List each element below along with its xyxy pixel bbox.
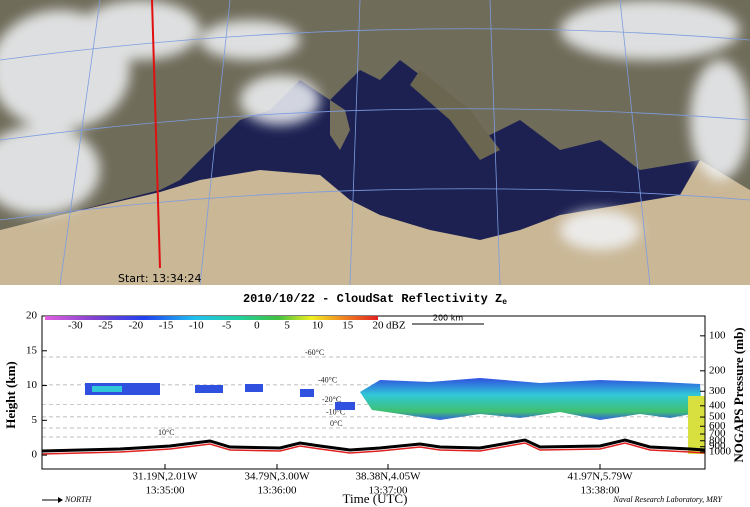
colorbar-tick-label: 15 xyxy=(342,320,354,332)
chart-title: 2010/10/22 - CloudSat Reflectivity Ze xyxy=(243,292,507,307)
surface-echo xyxy=(41,442,706,455)
colorbar-tick-label: -15 xyxy=(159,320,174,332)
africa xyxy=(0,160,750,285)
x-axis-label: Time (UTC) xyxy=(343,491,408,506)
y2-tick-label: 800 xyxy=(709,434,726,446)
echoes xyxy=(41,378,706,455)
echo-main xyxy=(360,378,702,420)
clouds xyxy=(0,0,750,250)
y-axis-label: Height (km) xyxy=(3,361,18,429)
isotherm-label: -20°C xyxy=(322,395,341,404)
y2-tick-label: 100 xyxy=(709,329,726,341)
x-tick-time: 13:36:00 xyxy=(257,485,297,497)
echo-cell xyxy=(335,402,355,410)
start-label: Start: 13:34:24 xyxy=(118,272,201,285)
colorbar-tick-label: 5 xyxy=(284,320,290,332)
colorbar-tick-label: -30 xyxy=(68,320,83,332)
island xyxy=(330,100,350,150)
colorbar-tick-label: 20 xyxy=(373,320,385,332)
x-tick-location: 34.79N,3.00W xyxy=(244,471,310,483)
isotherm-label: 10°C xyxy=(158,428,175,437)
y2-tick-label: 400 xyxy=(709,399,726,411)
isotherm-label: -40°C xyxy=(318,376,337,385)
y-tick-label: 5 xyxy=(32,414,38,426)
x-tick-location: 31.19N,2.01W xyxy=(132,471,198,483)
plot: -60°C-40°C-20°C-10°C0°C10°C0510152010020… xyxy=(26,310,732,497)
colorbar-tick-label: -5 xyxy=(222,320,232,332)
y2-tick-label: 500 xyxy=(709,411,726,423)
colorbar-unit: dBZ xyxy=(386,320,406,332)
y2-tick-label: 1000 xyxy=(709,446,732,458)
direction-label: NORTH xyxy=(64,495,92,504)
europe xyxy=(0,0,750,230)
echo-cell xyxy=(245,384,263,392)
y2-tick-label: 700 xyxy=(709,428,726,440)
x-tick-time: 13:37:00 xyxy=(368,485,408,497)
y-tick-label: 15 xyxy=(26,344,38,356)
y2-tick-label: 300 xyxy=(709,385,726,397)
y2-tick-label: 900 xyxy=(709,440,726,452)
x-tick-location: 38.38N,4.05W xyxy=(355,471,421,483)
surface xyxy=(41,438,706,453)
isotherm-label: -10°C xyxy=(326,408,345,417)
colorbar-tick-label: 10 xyxy=(312,320,324,332)
north-arrowhead xyxy=(58,497,63,503)
credit: Naval Research Laboratory, MRY xyxy=(613,495,724,504)
y-tick-label: 10 xyxy=(26,379,38,391)
colorbar xyxy=(45,316,378,320)
colorbar-tick-label: 0 xyxy=(254,320,260,332)
isotherm-label: -60°C xyxy=(305,348,324,357)
y-tick-label: 0 xyxy=(32,449,38,461)
satellite-map: Start: 13:34:24 xyxy=(0,0,750,286)
x-tick-location: 41.97N,5.79W xyxy=(567,471,633,483)
title-text: 2010/10/22 - CloudSat Reflectivity Z xyxy=(243,292,502,306)
x-tick-time: 13:35:00 xyxy=(145,485,185,497)
graticule xyxy=(0,0,750,286)
colorbar-tick-label: -10 xyxy=(189,320,204,332)
y-tick-label: 20 xyxy=(26,310,38,322)
echo-edge xyxy=(688,396,705,454)
italy xyxy=(410,70,500,160)
y2-tick-label: 600 xyxy=(709,420,726,432)
x-tick-time: 13:38:00 xyxy=(580,485,620,497)
echo-cell xyxy=(195,385,223,393)
isotherm-label: 0°C xyxy=(330,419,343,428)
track-line xyxy=(151,0,161,269)
y2-axis-label: NOGAPS Pressure (mb) xyxy=(731,327,746,462)
colorbar-tick-label: -25 xyxy=(98,320,113,332)
colorbar-tick-label: -20 xyxy=(128,320,143,332)
y2-tick-label: 200 xyxy=(709,364,726,376)
scale-bar-label: 200 km xyxy=(433,314,463,323)
echo-cell xyxy=(92,386,122,392)
echo-cell xyxy=(300,389,314,397)
title-subscript: e xyxy=(502,298,507,307)
